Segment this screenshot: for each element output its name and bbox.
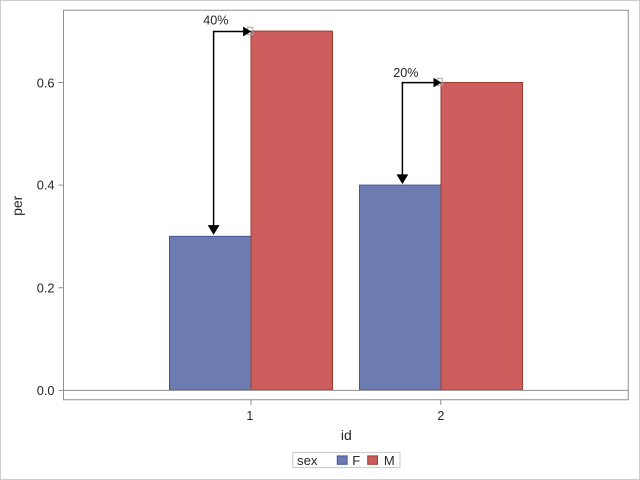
svg-text:per: per — [9, 195, 25, 216]
svg-text:0.0: 0.0 — [37, 383, 55, 398]
svg-text:0.2: 0.2 — [37, 280, 55, 295]
svg-text:40%: 40% — [203, 14, 228, 28]
svg-text:0.6: 0.6 — [37, 75, 55, 90]
svg-text:0.4: 0.4 — [37, 178, 55, 193]
svg-text:id: id — [341, 427, 352, 443]
svg-text:20%: 20% — [393, 66, 418, 80]
svg-text:2: 2 — [437, 409, 444, 423]
svg-text:M: M — [384, 453, 395, 468]
svg-text:1: 1 — [246, 409, 253, 423]
svg-text:sex: sex — [297, 453, 318, 468]
svg-text:F: F — [352, 453, 360, 468]
